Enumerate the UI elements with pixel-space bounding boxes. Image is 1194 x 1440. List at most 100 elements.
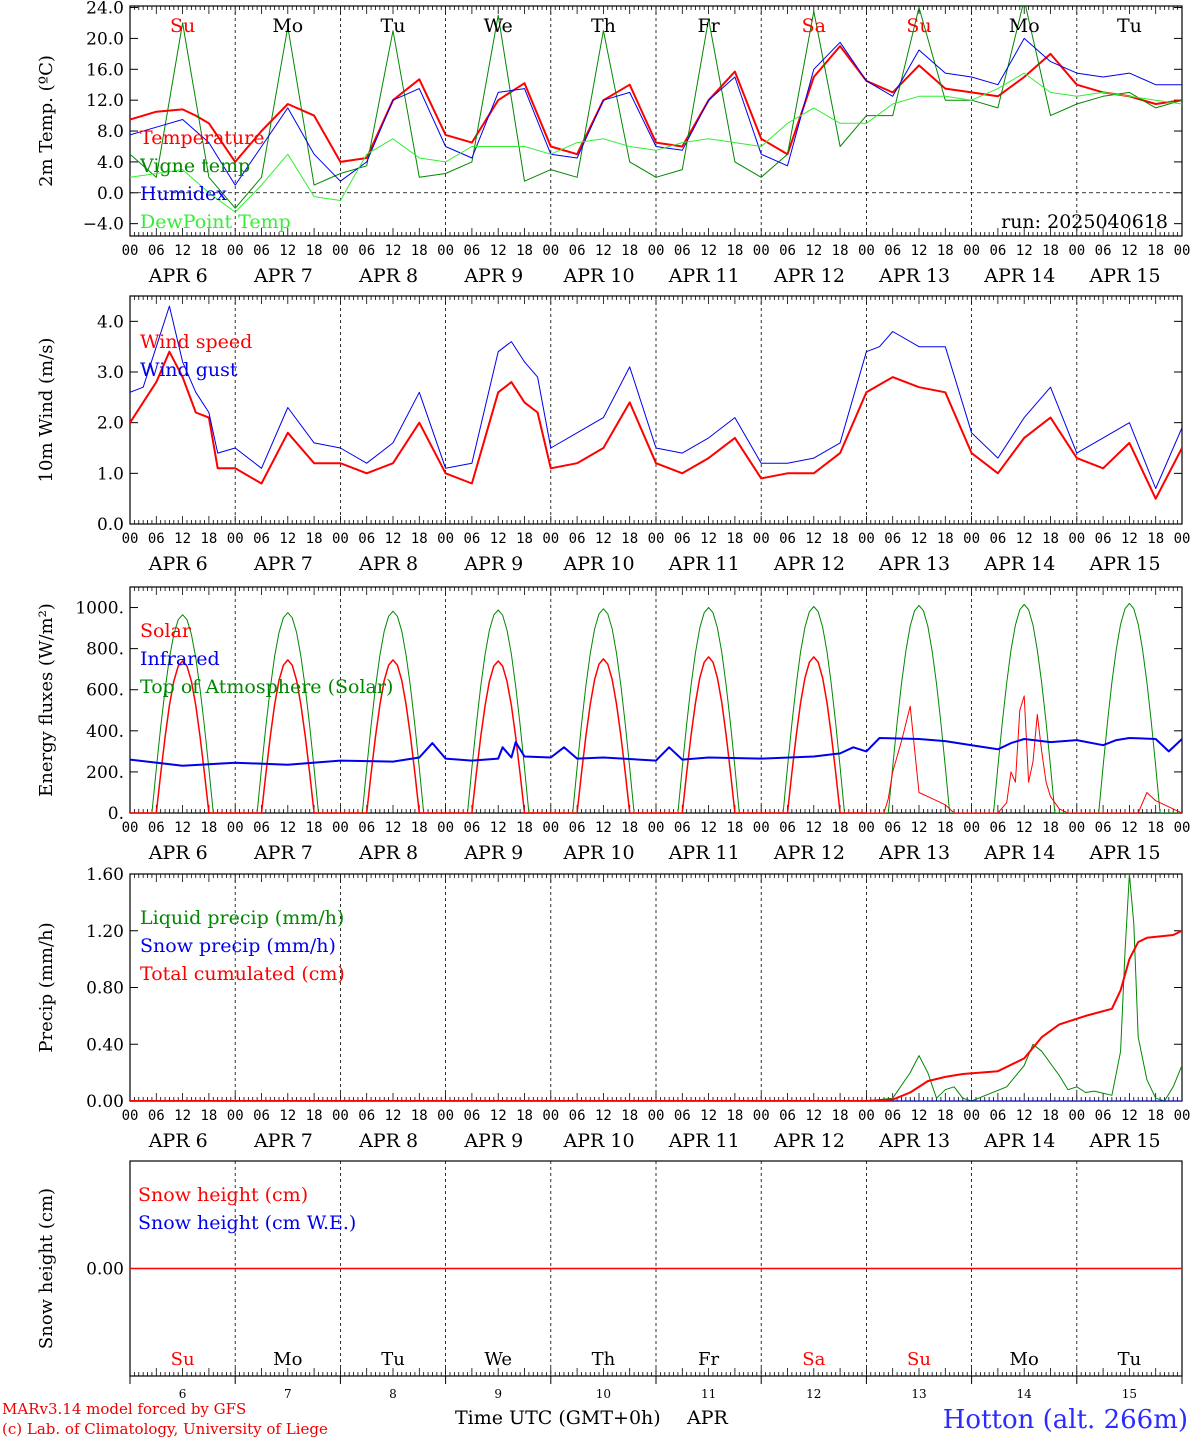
series-line-2 bbox=[130, 6, 1182, 209]
weekday-label: We bbox=[484, 1349, 512, 1370]
weekday-label: Tu bbox=[1118, 1349, 1142, 1370]
solar-line bbox=[550, 658, 656, 813]
x-date-label: APR 12 bbox=[773, 265, 845, 287]
panel-1: 24.0 20.0 16.0 12.0 8.0 4.0 0.0 −4.0 2m Temp. (º… bbox=[36, 0, 1190, 287]
x-hour-label: 12 bbox=[700, 820, 717, 836]
x-date-label: APR 7 bbox=[253, 265, 313, 287]
x-hour-label: 06 bbox=[674, 1108, 691, 1124]
panel-2: 4.0 3.0 2.0 1.0 0.0 10m Wind (m/s) 00 06 12 18 APR… bbox=[36, 295, 1191, 575]
x-hour-label: 12 bbox=[700, 531, 717, 547]
weekday-labels-top: Su Mo Tu We Th Fr Sa Su Mo Tu bbox=[170, 15, 1142, 37]
x-hour-label: 00 bbox=[332, 243, 349, 259]
x-hour-label: 12 bbox=[805, 820, 822, 836]
solar-line bbox=[445, 660, 551, 813]
solar-line bbox=[656, 656, 762, 813]
x-date-label: APR 8 bbox=[358, 1130, 418, 1152]
x-hour-label: 06 bbox=[989, 531, 1006, 547]
x-date-label: APR 13 bbox=[878, 842, 950, 864]
x-hour-label: 18 bbox=[621, 820, 638, 836]
weekday-label: Fr bbox=[698, 1349, 719, 1370]
x-hour-label: 00 bbox=[332, 1108, 349, 1124]
credit-line-2: (c) Lab. of Climatology, University of L… bbox=[2, 1420, 328, 1438]
y-tick-label: 24.0 bbox=[86, 0, 124, 19]
x-hour-label: 18 bbox=[306, 243, 323, 259]
x-date-label: APR 11 bbox=[668, 1130, 740, 1152]
weekday-label: Th bbox=[592, 1349, 616, 1370]
x-hour-label: 12 bbox=[490, 531, 507, 547]
x-hour-label: 00 bbox=[122, 243, 139, 259]
x-hour-label: 06 bbox=[148, 820, 165, 836]
x-hour-label: 06 bbox=[674, 531, 691, 547]
x-hour-label: 06 bbox=[1095, 531, 1112, 547]
y-tick-label: 1.0 bbox=[97, 464, 124, 484]
x-hour-label: 06 bbox=[253, 1108, 270, 1124]
x-hour-label: 06 bbox=[884, 1108, 901, 1124]
x-hour-label: 12 bbox=[805, 531, 822, 547]
series-group bbox=[130, 602, 1182, 813]
x-hour-label: 00 bbox=[1174, 820, 1191, 836]
x-date-label: APR 10 bbox=[563, 842, 635, 864]
x-hour-label: 18 bbox=[411, 1108, 428, 1124]
x-hour-label: 12 bbox=[1016, 531, 1033, 547]
x-hour-label: 06 bbox=[1095, 1108, 1112, 1124]
weekday-label: Sa bbox=[802, 1349, 825, 1370]
x-hour-label: 06 bbox=[569, 531, 586, 547]
x-hour-label: 00 bbox=[437, 531, 454, 547]
x-date-label: APR 9 bbox=[463, 842, 523, 864]
run-label: run: 2025040618 bbox=[1001, 211, 1168, 233]
x-hour-label: 06 bbox=[358, 531, 375, 547]
y-tick-label: 20.0 bbox=[86, 29, 124, 49]
x-hour-label: 06 bbox=[148, 1108, 165, 1124]
x-axis-title: Time UTC (GMT+0h) bbox=[455, 1407, 661, 1429]
series-line-2 bbox=[130, 737, 1182, 767]
x-hour-label: 00 bbox=[1174, 1108, 1191, 1124]
x-date-label: APR 11 bbox=[668, 842, 740, 864]
y-tick-label: 800. bbox=[86, 640, 124, 660]
legend-entry: Vigne temp bbox=[139, 155, 250, 177]
x-hour-label: 18 bbox=[832, 243, 849, 259]
y-tick-label: 200. bbox=[86, 763, 124, 783]
series-line-1 bbox=[130, 350, 1182, 500]
weekday-label: Su bbox=[171, 1349, 195, 1370]
day-number-label: 8 bbox=[389, 1387, 397, 1401]
y-axis-label: 2m Temp. (ºC) bbox=[36, 55, 57, 187]
x-hour-label: 00 bbox=[858, 531, 875, 547]
x-date-label: APR 13 bbox=[878, 553, 950, 575]
x-hour-label: 00 bbox=[227, 531, 244, 547]
y-tick-label: 16.0 bbox=[86, 60, 124, 80]
x-hour-label: 12 bbox=[385, 243, 402, 259]
x-hour-label: 00 bbox=[858, 243, 875, 259]
x-hour-label: 06 bbox=[358, 1108, 375, 1124]
x-hour-label: 06 bbox=[569, 243, 586, 259]
x-hour-label: 18 bbox=[306, 531, 323, 547]
x-hour-label: 00 bbox=[1174, 531, 1191, 547]
x-hour-label: 18 bbox=[832, 531, 849, 547]
y-tick-label: 0. bbox=[108, 804, 124, 824]
x-hour-label: 18 bbox=[621, 531, 638, 547]
x-date-label: APR 15 bbox=[1089, 1130, 1161, 1152]
x-hour-label: 00 bbox=[542, 531, 559, 547]
x-hour-label: 00 bbox=[542, 820, 559, 836]
toa-solar-line bbox=[550, 608, 656, 813]
x-hour-label: 00 bbox=[332, 531, 349, 547]
x-hour-label: 18 bbox=[516, 1108, 533, 1124]
weekday-label: Tu bbox=[1117, 15, 1142, 37]
x-date-label: APR 7 bbox=[253, 553, 313, 575]
x-date-label: APR 13 bbox=[878, 265, 950, 287]
x-date-label: APR 8 bbox=[358, 842, 418, 864]
day-number-label: 6 bbox=[179, 1387, 187, 1401]
weekday-label: Mo bbox=[273, 1349, 302, 1370]
weekday-label: Mo bbox=[1009, 15, 1040, 37]
y-tick-label: 0.80 bbox=[86, 979, 124, 999]
x-hour-label: 12 bbox=[385, 1108, 402, 1124]
x-hour-label: 18 bbox=[200, 1108, 217, 1124]
y-tick-label: 1.20 bbox=[86, 922, 124, 942]
x-hour-label: 12 bbox=[595, 1108, 612, 1124]
x-hour-label: 06 bbox=[884, 531, 901, 547]
x-hour-label: 18 bbox=[1147, 1108, 1164, 1124]
x-hour-label: 18 bbox=[411, 820, 428, 836]
x-hour-label: 18 bbox=[411, 243, 428, 259]
x-date-label: APR 12 bbox=[773, 842, 845, 864]
weekday-label: Mo bbox=[272, 15, 303, 37]
x-hour-label: 12 bbox=[1121, 820, 1138, 836]
